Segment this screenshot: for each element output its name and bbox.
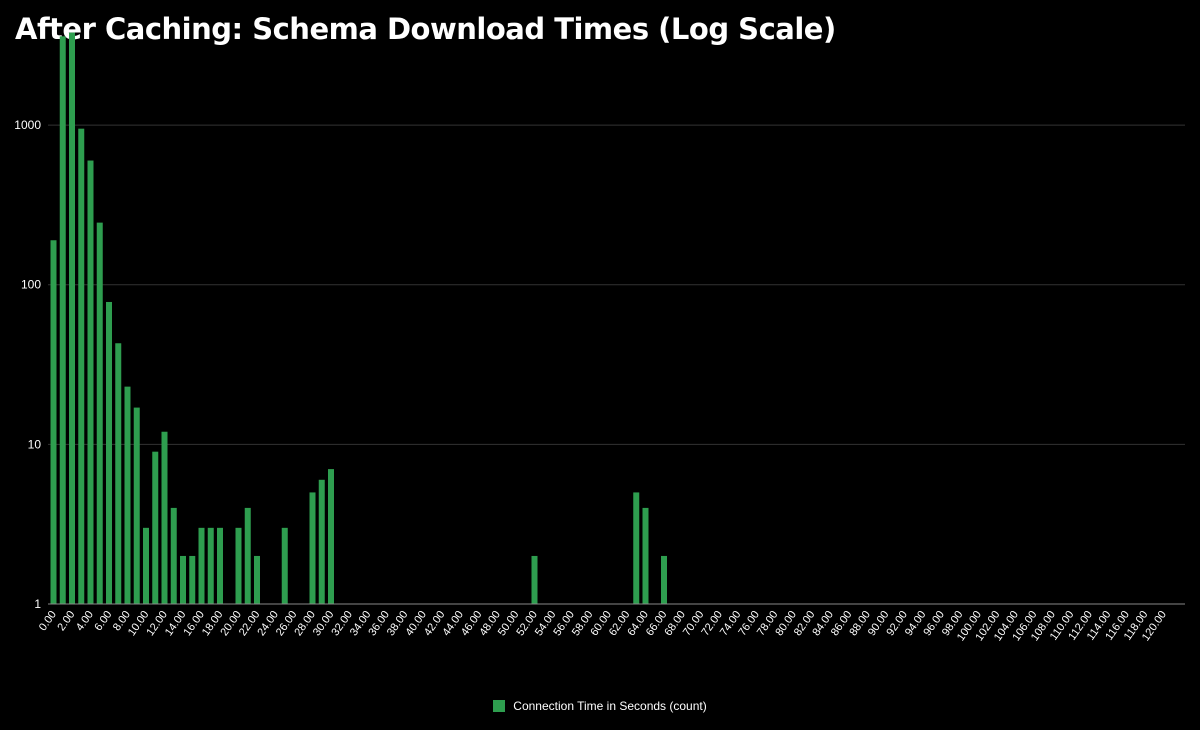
legend-label: Connection Time in Seconds (count) [513, 699, 707, 713]
bar [207, 527, 214, 604]
y-tick-label: 100 [21, 278, 41, 292]
x-tick-label: 4.00 [74, 609, 96, 633]
bar [189, 555, 196, 604]
bar [69, 32, 75, 604]
bar [217, 527, 223, 604]
gridlines [48, 124, 1185, 445]
bar [170, 507, 177, 604]
bars [50, 32, 667, 605]
legend-swatch [493, 700, 506, 712]
bar [235, 527, 242, 604]
x-tick-label: 0.00 [37, 609, 59, 633]
bar [87, 160, 94, 604]
bar [318, 479, 325, 604]
bar [124, 386, 131, 604]
chart-title: After Caching: Schema Download Times (Lo… [15, 12, 836, 46]
x-tick-label: 6.00 [92, 609, 114, 633]
bar [281, 527, 288, 604]
bar [180, 555, 186, 604]
bar [78, 128, 85, 605]
y-tick-label: 1000 [14, 118, 41, 132]
bar [328, 469, 334, 604]
bar [59, 36, 66, 605]
bar [152, 451, 159, 604]
y-tick-label: 1 [34, 597, 41, 611]
bar [661, 555, 667, 604]
bar [50, 240, 57, 604]
x-tick-label: 2.00 [55, 609, 77, 633]
bar [143, 527, 149, 604]
y-axis-ticks: 1 10 100 1000 [14, 118, 41, 611]
bar [106, 301, 112, 604]
bar [531, 555, 538, 604]
bar [115, 343, 122, 604]
bar [309, 492, 316, 604]
bar [254, 555, 260, 604]
bar [642, 507, 649, 604]
y-tick-label: 10 [28, 437, 42, 451]
bar [244, 507, 251, 604]
bar [133, 407, 140, 604]
bar [161, 431, 168, 604]
legend: Connection Time in Seconds (count) [0, 699, 1200, 713]
x-axis-ticks: 0.002.004.006.008.0010.0012.0014.0016.00… [37, 609, 1169, 643]
bar [198, 527, 205, 604]
bar [96, 222, 103, 604]
bar [633, 492, 640, 604]
